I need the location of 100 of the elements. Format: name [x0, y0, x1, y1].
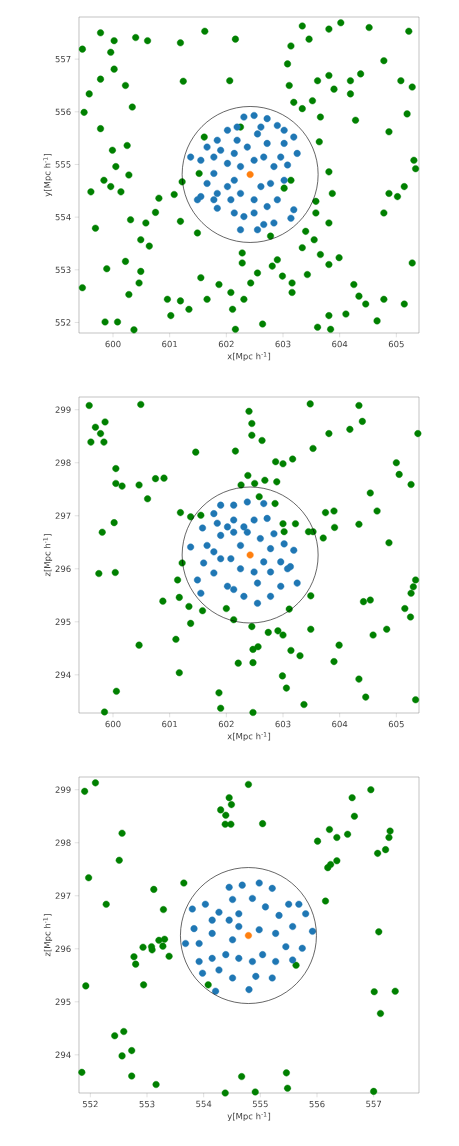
y-tick-label: 297 [55, 512, 71, 519]
point [267, 179, 275, 187]
point [210, 153, 218, 161]
point [210, 169, 218, 177]
point [267, 592, 275, 600]
point [237, 163, 244, 171]
point [260, 221, 268, 229]
point [213, 189, 221, 197]
point [203, 143, 211, 151]
point [217, 555, 225, 563]
point [203, 541, 211, 549]
point [197, 156, 205, 164]
point [210, 510, 218, 518]
point [235, 954, 243, 962]
point [208, 929, 216, 937]
point [263, 139, 271, 147]
point [261, 903, 269, 911]
point [210, 569, 218, 577]
point [197, 589, 205, 597]
point [230, 501, 238, 509]
point [203, 179, 211, 187]
y-tick-label: 557 [55, 55, 71, 63]
point [225, 883, 233, 891]
point [217, 501, 225, 509]
x-tick-label: 603 [275, 340, 291, 348]
point [273, 196, 281, 204]
point [252, 972, 260, 980]
point [250, 568, 258, 576]
y-tick-label: 296 [55, 945, 71, 953]
point [190, 925, 198, 933]
point [255, 879, 263, 887]
point [193, 196, 201, 204]
x-axis-title: x[Mpc h$^{-1}$] [227, 732, 271, 742]
point [230, 149, 238, 157]
y-tick-label: 298 [55, 459, 71, 466]
point [200, 559, 208, 567]
point [240, 213, 248, 221]
point [210, 548, 218, 556]
y-tick-label: 299 [55, 406, 71, 413]
y-axis-title: z[Mpc h$^{-1}$] [43, 914, 53, 957]
point [199, 969, 207, 977]
point [293, 579, 301, 587]
point [267, 545, 275, 553]
y-axis-title: y[Mpc h$^{-1}$] [43, 153, 53, 197]
point [275, 911, 283, 919]
point [277, 582, 285, 590]
point [195, 958, 203, 966]
point [289, 956, 297, 964]
point [302, 910, 310, 918]
point [248, 958, 256, 966]
point [235, 910, 243, 918]
point [238, 881, 246, 889]
point [272, 958, 280, 966]
point [254, 579, 261, 587]
point [227, 555, 235, 563]
point [257, 183, 265, 191]
point [289, 923, 297, 931]
point [233, 136, 241, 144]
point [243, 498, 251, 506]
point [282, 943, 290, 951]
point [263, 514, 271, 522]
point [230, 516, 238, 524]
y-tick-label: 299 [55, 786, 71, 793]
point [290, 133, 298, 141]
point [229, 936, 237, 944]
x-tick-label: 604 [332, 340, 348, 348]
point [222, 951, 230, 959]
x-tick-label: 602 [218, 720, 234, 728]
point [225, 916, 233, 924]
x-tick-label: 555 [252, 1100, 268, 1108]
y-tick-label: 298 [55, 839, 71, 846]
point [187, 153, 195, 161]
x-tick-label: 604 [332, 720, 348, 728]
point [229, 895, 237, 903]
x-axis-title: x[Mpc h$^{-1}$] [227, 352, 271, 362]
point [270, 163, 278, 171]
point [272, 929, 280, 937]
point [254, 130, 261, 138]
point [229, 974, 237, 982]
point [268, 974, 276, 982]
point [223, 183, 231, 191]
point [256, 535, 264, 543]
point [237, 565, 244, 573]
point [257, 123, 265, 131]
y-tick-label: 554 [55, 213, 71, 221]
point [287, 214, 295, 222]
point [215, 966, 223, 974]
point [208, 916, 216, 924]
x-tick-label: 601 [162, 720, 177, 728]
point [280, 126, 288, 134]
y-tick-label: 295 [55, 618, 71, 626]
point [230, 209, 238, 217]
y-tick-label: 552 [55, 319, 71, 326]
point [298, 944, 306, 952]
point [260, 500, 268, 508]
point [201, 900, 209, 908]
x-tick-label: 605 [388, 340, 404, 348]
point [250, 516, 258, 524]
point [212, 987, 220, 995]
point [255, 926, 263, 934]
